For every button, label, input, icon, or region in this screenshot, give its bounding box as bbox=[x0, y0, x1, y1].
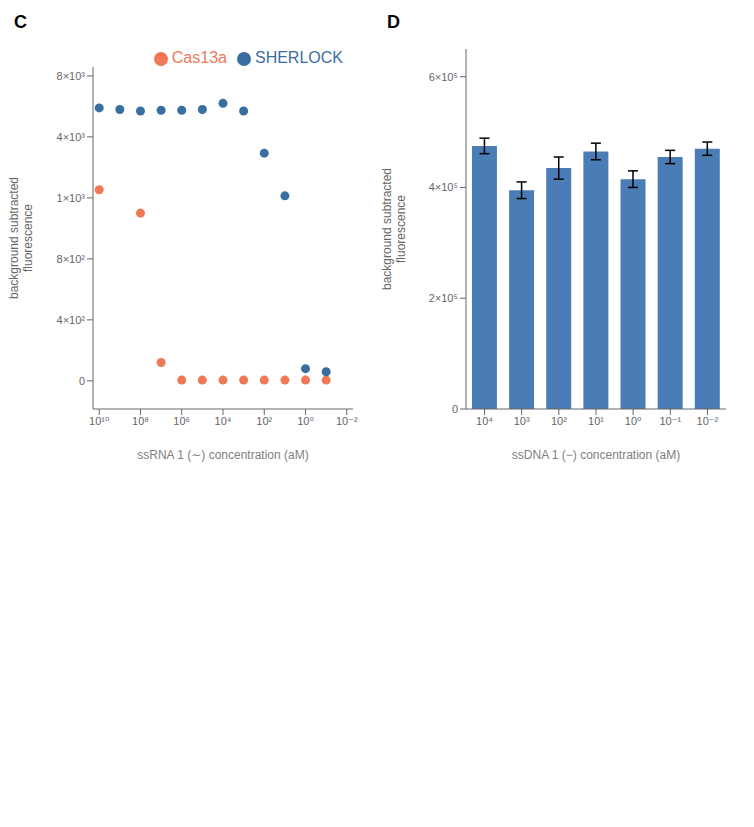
html-text:SHERLOCK: SHERLOCK bbox=[255, 49, 343, 66]
html-text:D: D bbox=[387, 12, 400, 32]
svg-text:4×10²: 4×10² bbox=[57, 314, 86, 326]
svg-text:2×10⁵: 2×10⁵ bbox=[429, 292, 458, 304]
svg-text:10⁰: 10⁰ bbox=[625, 415, 642, 427]
svg-text:4×10³: 4×10³ bbox=[57, 131, 86, 143]
svg-text:10⁻²: 10⁻² bbox=[336, 415, 358, 427]
svg-text:ssRNA 1 (∼) concentration (aM): ssRNA 1 (∼) concentration (aM) bbox=[137, 448, 308, 462]
svg-text:10⁸: 10⁸ bbox=[132, 415, 149, 427]
svg-text:8×10³: 8×10³ bbox=[57, 70, 86, 82]
svg-text:10⁴: 10⁴ bbox=[476, 415, 493, 427]
svg-text:10¹⁰: 10¹⁰ bbox=[89, 415, 110, 427]
svg-text:10²: 10² bbox=[551, 415, 567, 427]
svg-text:4×10⁵: 4×10⁵ bbox=[429, 181, 458, 193]
svg-text:background subtractedfluoresce: background subtractedfluorescence bbox=[8, 177, 35, 299]
svg-text:10⁻¹: 10⁻¹ bbox=[659, 415, 681, 427]
svg-text:10⁻²: 10⁻² bbox=[697, 415, 719, 427]
svg-text:10⁴: 10⁴ bbox=[215, 415, 232, 427]
svg-text:1×10³: 1×10³ bbox=[57, 192, 86, 204]
svg-text:background subtractedfluoresce: background subtractedfluorescence bbox=[381, 168, 408, 290]
svg-text:0: 0 bbox=[452, 403, 458, 415]
svg-text:10³: 10³ bbox=[514, 415, 530, 427]
svg-text:10²: 10² bbox=[256, 415, 272, 427]
svg-text:ssDNA 1 (−) concentration (aM): ssDNA 1 (−) concentration (aM) bbox=[512, 448, 680, 462]
svg-text:6×10⁵: 6×10⁵ bbox=[429, 71, 458, 83]
svg-text:8×10²: 8×10² bbox=[57, 253, 86, 265]
svg-text:10⁰: 10⁰ bbox=[297, 415, 314, 427]
svg-text:10¹: 10¹ bbox=[588, 415, 604, 427]
svg-text:10⁶: 10⁶ bbox=[173, 415, 190, 427]
svg-text:0: 0 bbox=[79, 375, 85, 387]
html-text:C: C bbox=[14, 12, 27, 32]
html-text:Cas13a: Cas13a bbox=[171, 49, 227, 66]
